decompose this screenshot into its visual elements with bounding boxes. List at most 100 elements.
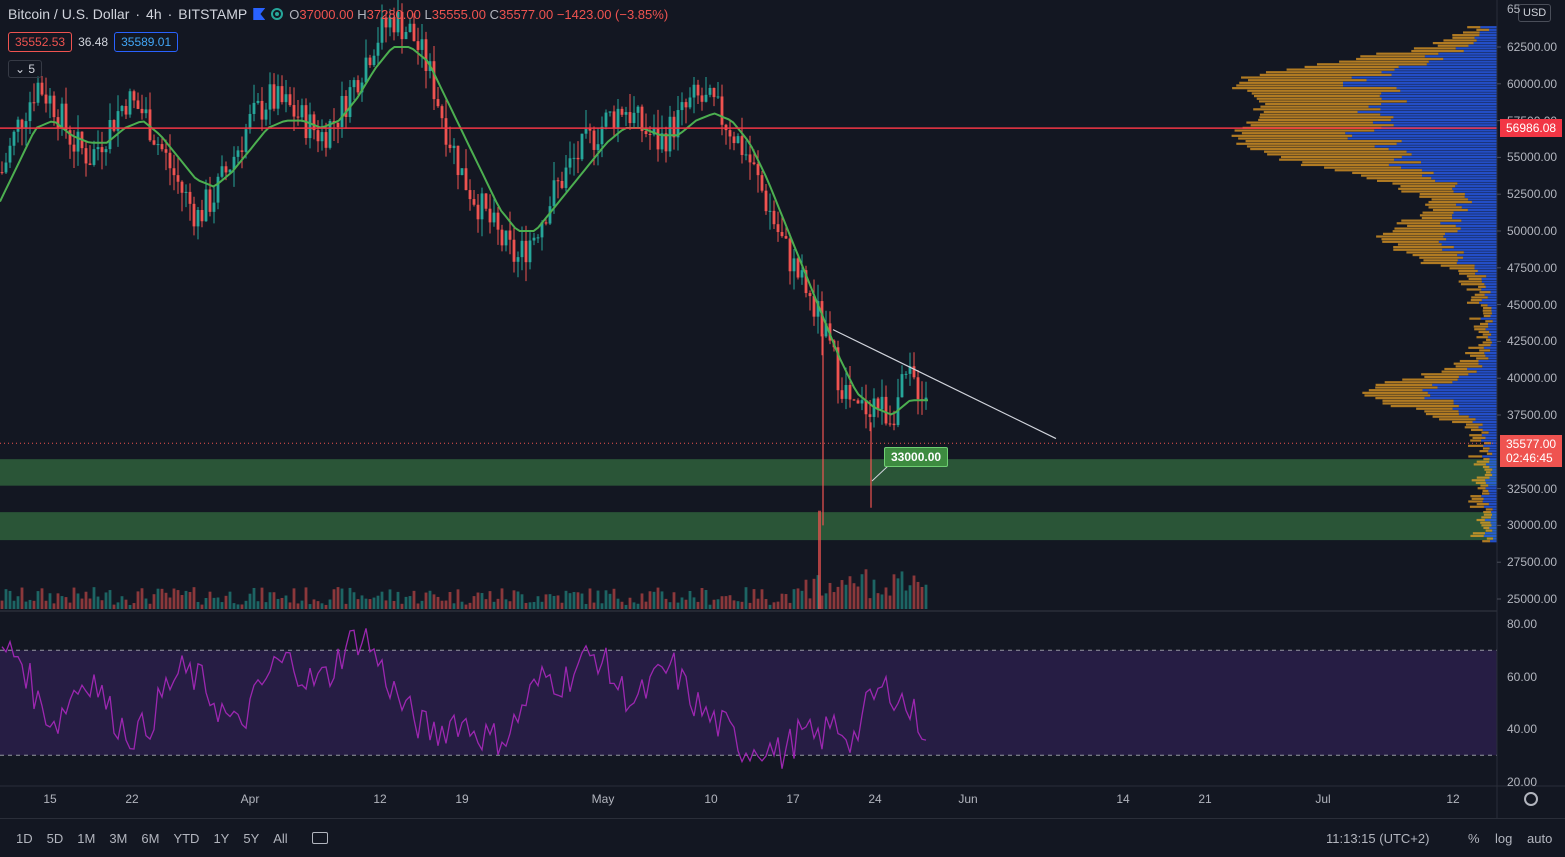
volume-bar xyxy=(496,598,500,609)
candle-body xyxy=(536,237,540,239)
timeframe-6m[interactable]: 6M xyxy=(141,830,160,846)
price-chart[interactable] xyxy=(0,0,1565,818)
calendar-icon[interactable] xyxy=(311,832,328,844)
vp-bar-up xyxy=(1481,495,1497,498)
volume-bar xyxy=(96,596,100,609)
timeframe-all[interactable]: All xyxy=(273,830,288,846)
percent-toggle[interactable]: % xyxy=(1468,830,1480,846)
currency-button[interactable]: USD xyxy=(1518,4,1552,22)
candle-body xyxy=(864,400,868,415)
volume-bar xyxy=(444,600,448,609)
vp-bar-down xyxy=(1356,57,1444,61)
volume-bar xyxy=(80,598,84,609)
candle-body xyxy=(216,176,220,203)
vp-bar-down xyxy=(1478,330,1490,334)
descending-trendline[interactable] xyxy=(832,329,1057,440)
flag-icon[interactable] xyxy=(253,8,266,20)
timeframe-1m[interactable]: 1M xyxy=(77,830,96,846)
timeframe-1y[interactable]: 1Y xyxy=(213,830,230,846)
symbol-name[interactable]: Bitcoin / U.S. Dollar xyxy=(8,6,130,22)
support-zones xyxy=(0,459,1497,541)
sell-button[interactable]: 35552.53 xyxy=(8,32,73,52)
candle-body xyxy=(656,127,660,150)
vp-bar-up xyxy=(1488,489,1497,492)
vp-bar-up xyxy=(1479,34,1497,37)
vp-bar-down xyxy=(1248,79,1367,82)
volume-bar xyxy=(636,603,640,609)
volume-bar xyxy=(48,593,52,609)
volume-bar xyxy=(212,597,216,609)
vp-bar-up xyxy=(1457,253,1497,257)
log-toggle[interactable]: log xyxy=(1495,830,1513,846)
low-value: 35555.00 xyxy=(431,6,486,22)
volume-bar xyxy=(372,597,376,609)
gear-icon[interactable] xyxy=(1524,792,1538,806)
candle-body xyxy=(300,105,304,118)
vp-bar-up xyxy=(1492,320,1497,323)
vp-bar-down xyxy=(1265,71,1382,74)
volume-bar xyxy=(240,604,244,609)
candle-body xyxy=(432,61,436,100)
candle-body xyxy=(380,17,384,43)
vp-bar-up xyxy=(1427,391,1497,394)
vp-bar-up xyxy=(1455,185,1497,188)
timeframe-1d[interactable]: 1D xyxy=(16,830,33,846)
vp-bar-up xyxy=(1487,296,1497,299)
candle-body xyxy=(368,57,372,66)
clock-display[interactable]: 11:13:15 (UTC+2) xyxy=(1326,830,1430,846)
volume-bar xyxy=(652,591,656,609)
timeframe-3m[interactable]: 3M xyxy=(109,830,128,846)
vp-bar-up xyxy=(1380,113,1497,116)
volume-bar xyxy=(760,589,764,609)
buy-button[interactable]: 35589.01 xyxy=(114,32,179,52)
candle-body xyxy=(464,168,468,191)
volume-bar xyxy=(200,604,204,609)
volume-bar xyxy=(684,599,688,609)
volume-bar xyxy=(380,591,384,609)
volume-bar xyxy=(112,604,116,609)
volume-spike xyxy=(818,510,821,609)
vp-bar-down xyxy=(1424,375,1459,379)
timeframe-5d[interactable]: 5D xyxy=(46,830,64,846)
vp-bar-up xyxy=(1488,431,1497,434)
volume-bar xyxy=(388,589,392,609)
candle-body xyxy=(524,240,528,263)
volume-bar xyxy=(436,596,440,609)
vp-bar-down xyxy=(1479,349,1491,352)
price-callout[interactable]: 33000.00 xyxy=(884,447,949,467)
volume-bar xyxy=(336,587,340,609)
volume-bar xyxy=(192,587,196,609)
volume-bar xyxy=(716,599,720,609)
interval-label[interactable]: 4h xyxy=(146,6,162,22)
candle-body xyxy=(192,203,196,227)
vp-bar-down xyxy=(1419,195,1465,198)
vp-bar-down xyxy=(1424,410,1459,413)
timeframe-ytd[interactable]: YTD xyxy=(173,830,200,846)
vp-bar-up xyxy=(1474,267,1497,270)
candle-body xyxy=(356,80,360,93)
volume-bar xyxy=(696,601,700,609)
vp-bar-down xyxy=(1486,452,1493,455)
exchange-label[interactable]: BITSTAMP xyxy=(178,6,248,22)
volume-bar xyxy=(248,593,252,609)
callout-pointer xyxy=(871,465,889,482)
vp-bar-down xyxy=(1465,351,1485,355)
vp-bar-down xyxy=(1459,272,1476,275)
vp-bar-up xyxy=(1351,76,1497,79)
vp-bar-down xyxy=(1469,434,1482,437)
candle-body xyxy=(276,86,280,109)
vp-bar-up xyxy=(1482,500,1497,503)
market-status-icon[interactable] xyxy=(271,8,284,20)
timeframe-5y[interactable]: 5Y xyxy=(243,830,260,846)
volume-bar xyxy=(836,586,840,609)
vp-bar-down xyxy=(1246,145,1375,148)
rsi-line xyxy=(1,628,927,769)
indicators-toggle[interactable]: ⌄ 5 xyxy=(8,60,43,78)
volume-bar xyxy=(280,597,284,609)
vp-bar-down xyxy=(1485,508,1493,511)
auto-toggle[interactable]: auto xyxy=(1527,830,1553,846)
vp-bar-down xyxy=(1376,235,1444,238)
vp-bar-down xyxy=(1393,246,1454,249)
volume-bar xyxy=(756,598,760,609)
candle-body xyxy=(644,131,648,135)
